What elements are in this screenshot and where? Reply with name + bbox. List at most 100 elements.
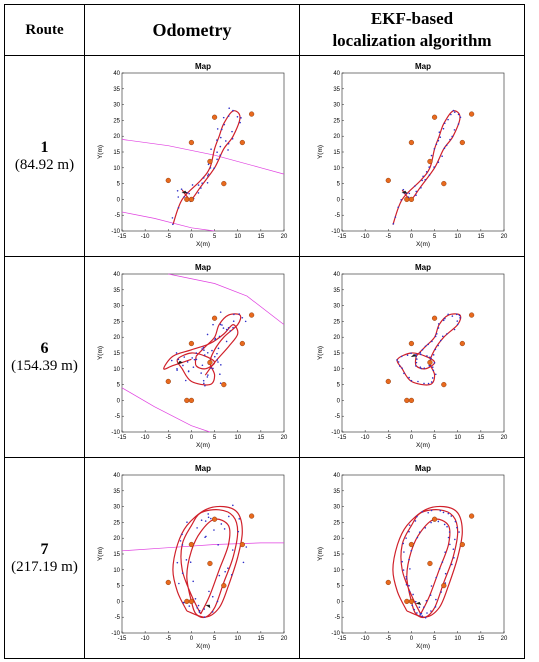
odometry-point [224,570,226,573]
odometry-point [188,192,190,194]
header-odometry: Odometry [84,4,300,56]
odometry-point [433,147,436,150]
y-tick-label: 25 [113,319,120,325]
landmark [427,560,433,566]
y-tick-label: 30 [333,102,340,108]
odometry-point [176,368,178,371]
true-path [172,109,241,225]
plot-title: Map [195,263,211,272]
x-tick-label: 10 [234,435,241,441]
odometry-point [203,615,206,618]
odometry-plot-route-7: Map-15 -10 -5 0 5 10 15 204035302520151050-5-10… [97,464,288,650]
odometry-point [438,130,441,133]
true-path [392,109,461,225]
y-tick-label: 35 [113,488,120,494]
landmark [184,598,190,604]
odometry-point [402,188,405,190]
landmark [408,541,415,547]
y-tick-label: 15 [113,552,120,558]
x-tick-label: -5 [166,636,172,642]
y-tick-label: 0 [337,398,341,404]
x-tick-label: 20 [501,435,508,441]
odometry-point [428,165,430,168]
odometry-point [411,604,413,606]
x-tick-label: -10 [361,234,370,240]
landmark [431,114,438,120]
odometry-point [225,340,228,342]
landmark [165,177,171,183]
landmark [441,180,447,186]
true-path [180,508,239,618]
route-row-1: 1 (84.92 m) Map -15 -10 -5 0 5 10 15 20 40 35 30 25 2… [4,55,525,257]
odometry-point [432,369,435,371]
landmark [431,315,438,321]
x-axis-label: X(m) [196,643,210,650]
y-tick-label: 20 [333,134,340,140]
x-axis-label: X(m) [196,442,210,449]
landmark [165,378,171,384]
plot-title: Map [195,62,211,71]
odometry-point [206,181,209,184]
odometry-point [441,154,443,157]
odometry-point [186,360,189,363]
plot-title: Map [415,62,431,71]
y-tick-label: 25 [333,319,340,325]
odometry-point [433,165,435,168]
odometry-point [179,539,182,542]
x-tick-label: 0 [410,234,414,240]
odometry-point [401,366,403,369]
odometry-point [200,371,202,374]
odometry-point [181,543,184,546]
odometry-point [439,509,442,511]
odometry-point [421,348,424,351]
ekf-plot-cell-6: Map -15 -10 -5 0 5 10 15 20 40 35 30 25 20 15 10 5 0 -5 -10… [299,256,525,458]
odometry-point [408,523,411,526]
odometry-point [192,365,195,368]
odometry-point [401,560,403,562]
odometry-point [217,360,219,363]
odometry-point [212,323,214,325]
odometry-point [213,528,215,531]
x-axis-label: X(m) [416,643,430,650]
odometry-point [453,110,456,113]
route-number: 1 [40,138,49,156]
odometry-point [454,538,456,540]
landmark [408,340,415,346]
odometry-point [195,358,198,360]
robot-pose-arrow [205,604,211,608]
y-tick-label: 35 [333,287,340,293]
x-axis-label: X(m) [416,241,430,248]
odometry-point [202,176,205,179]
y-tick-label: 0 [337,599,341,605]
odometry-point [408,376,410,378]
landmark [239,340,245,346]
plot-title: Map [195,464,211,473]
landmark [221,582,227,588]
odometry-point [230,573,233,576]
odometry-point [413,608,416,610]
odometry-point [426,354,428,357]
y-tick-label: 0 [117,599,121,605]
odometry-point [406,353,409,356]
header-route: Route [4,4,85,56]
odometry-point [231,548,234,551]
odometry-point [420,186,422,189]
landmark [459,139,465,145]
odometry-point [218,335,221,337]
odometry-point [219,381,222,384]
odometry-point [421,614,424,617]
landmark [221,180,227,186]
y-tick-label: 5 [117,583,121,589]
odometry-point [241,316,244,319]
y-tick-label: 5 [337,181,341,187]
odometry-point [408,558,410,560]
odometry-point [443,523,446,525]
odometry-point [197,604,200,606]
header-ekf-line1: EKF-based [370,9,454,28]
odometry-point [415,353,417,355]
y-tick-label: -10 [111,229,120,235]
odometry-point [189,560,192,563]
odometry-point [191,356,193,359]
y-tick-label: 10 [113,165,120,171]
odometry-point [193,358,196,360]
